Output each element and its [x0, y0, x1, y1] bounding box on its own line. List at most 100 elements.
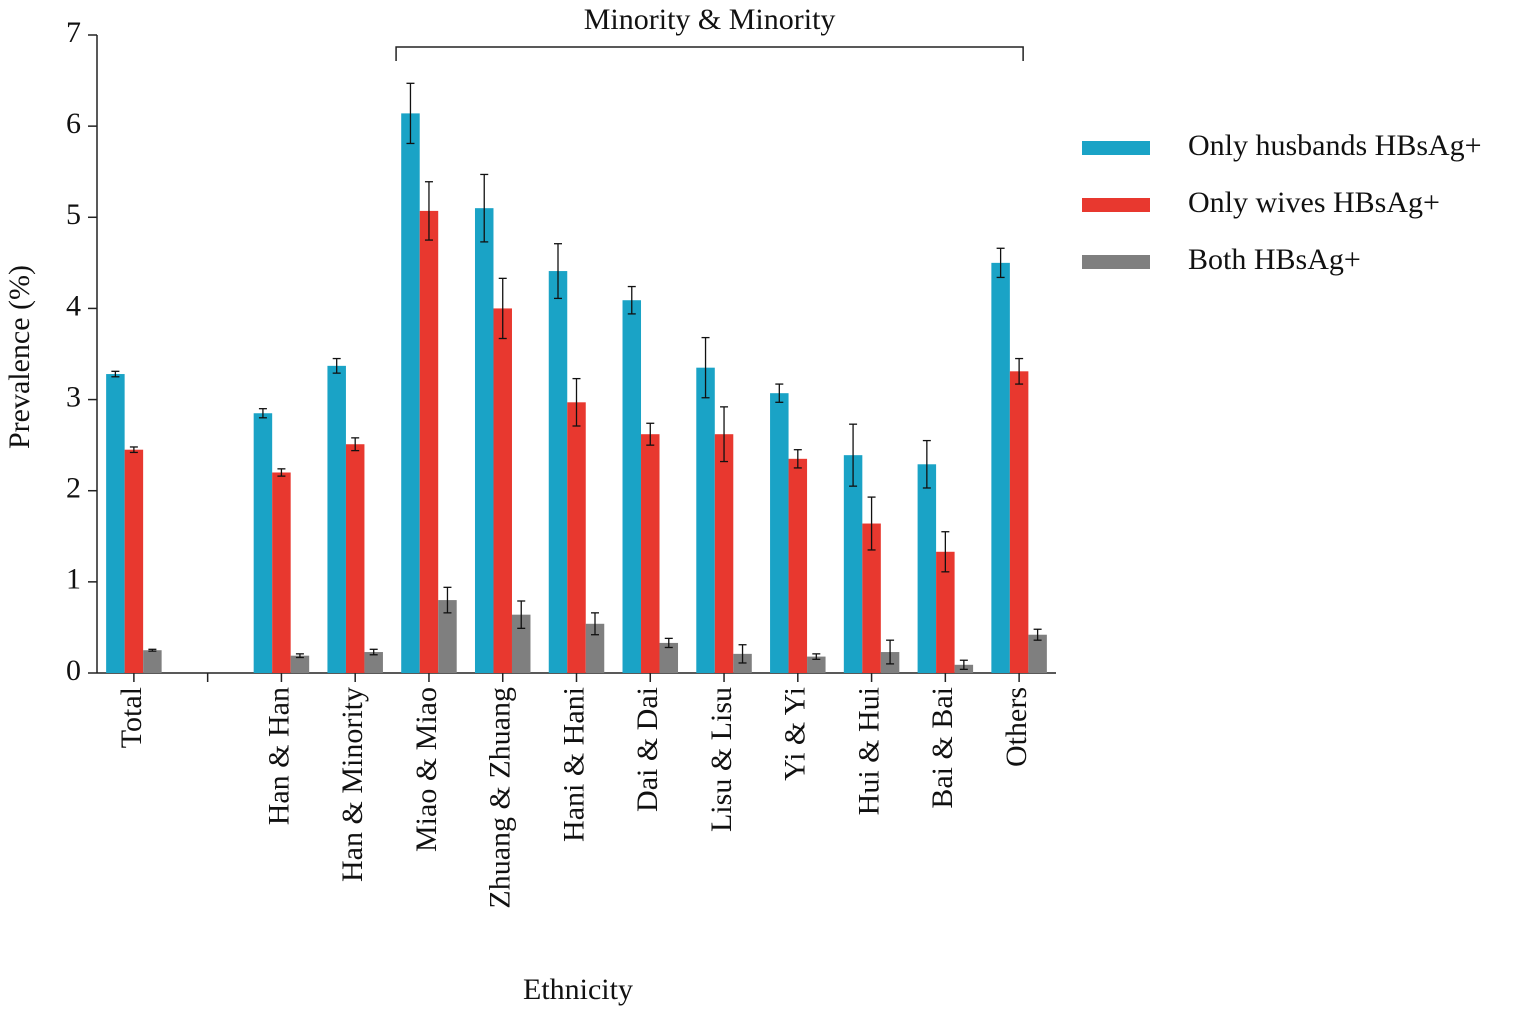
- error-bar: [996, 247, 1005, 279]
- bar: [1009, 371, 1029, 673]
- bar: [641, 434, 660, 673]
- error-bar: [498, 277, 507, 340]
- y-tick-label: 3: [66, 380, 81, 413]
- x-tick-label: Zhuang & Zhuang: [484, 687, 517, 909]
- error-bar: [812, 653, 821, 660]
- bar: [770, 393, 789, 673]
- y-tick-label: 4: [66, 289, 81, 322]
- error-bar: [922, 439, 931, 489]
- y-tick-label: 6: [66, 107, 81, 140]
- bar: [585, 623, 605, 673]
- bar: [843, 455, 863, 673]
- bar: [272, 472, 291, 673]
- bar: [567, 402, 586, 673]
- bar: [659, 642, 679, 673]
- error-bar: [941, 531, 950, 573]
- bar: [290, 655, 310, 673]
- bar: [124, 449, 144, 673]
- bar: [696, 367, 715, 673]
- y-tick-label: 1: [66, 563, 81, 596]
- legend-label: Only husbands HBsAg+: [1188, 129, 1482, 162]
- bar: [548, 271, 568, 673]
- legend-swatch: [1082, 141, 1150, 155]
- x-axis-label: Ethnicity: [523, 973, 633, 1006]
- error-bar: [1015, 357, 1024, 385]
- bar: [991, 262, 1010, 673]
- bar: [714, 434, 734, 673]
- error-bar: [443, 586, 452, 614]
- error-bar: [295, 653, 304, 659]
- x-tick-label: Miao & Miao: [410, 687, 443, 852]
- bar: [345, 444, 365, 673]
- x-tick-label: Others: [1000, 687, 1033, 767]
- y-tick-label: 0: [66, 654, 81, 687]
- x-tick-label: Hui & Hui: [852, 687, 885, 815]
- error-bar: [701, 336, 710, 399]
- bar: [401, 113, 420, 673]
- x-tick-label: Han & Han: [262, 687, 295, 825]
- error-bar: [332, 357, 341, 374]
- error-bar: [148, 648, 157, 652]
- error-bar: [627, 285, 636, 315]
- annotation: Minority & Minority: [584, 3, 836, 36]
- error-bar: [867, 496, 876, 551]
- bracket: [395, 46, 1024, 61]
- error-bar: [351, 437, 360, 452]
- error-bar: [591, 612, 599, 636]
- error-bar: [1033, 628, 1042, 641]
- error-bar: [424, 181, 433, 241]
- bar: [143, 650, 162, 673]
- bar: [807, 656, 826, 673]
- error-bar: [129, 446, 138, 454]
- x-tick-label: Yi & Yi: [779, 687, 812, 781]
- error-bar: [369, 648, 378, 656]
- error-bar: [406, 82, 415, 145]
- bar: [253, 413, 273, 673]
- error-bar: [738, 644, 747, 664]
- y-tick-label: 2: [66, 472, 81, 505]
- bar: [511, 614, 531, 673]
- bar: [862, 523, 881, 673]
- error-bar: [849, 423, 858, 487]
- bar: [327, 365, 346, 673]
- error-bar: [277, 468, 286, 477]
- y-tick-label: 7: [66, 16, 81, 49]
- error-bar: [664, 637, 673, 649]
- error-bar: [111, 370, 120, 378]
- bar: [493, 308, 512, 673]
- x-tick-label: Dai & Dai: [631, 687, 664, 812]
- bar: [1028, 634, 1047, 673]
- x-tick-label: Han & Minority: [336, 687, 369, 882]
- bar: [788, 458, 808, 673]
- legend-label: Both HBsAg+: [1188, 243, 1361, 276]
- error-bar: [793, 449, 802, 469]
- error-bar: [554, 243, 562, 300]
- error-bar: [646, 422, 655, 446]
- error-bar: [886, 639, 895, 665]
- bar: [622, 300, 642, 673]
- x-tick-label: Hani & Hani: [557, 687, 590, 842]
- bar: [106, 374, 125, 673]
- x-tick-label: Bai & Bai: [926, 687, 959, 809]
- bar: [364, 652, 383, 673]
- legend-label: Only wives HBsAg+: [1188, 186, 1440, 219]
- bar: [917, 464, 937, 673]
- bar: [936, 551, 955, 673]
- bar: [419, 210, 439, 674]
- x-tick-label: Total: [115, 687, 148, 748]
- x-tick-label: Lisu & Lisu: [705, 687, 738, 832]
- error-bar: [517, 600, 526, 629]
- y-tick-label: 5: [66, 198, 81, 231]
- bar: [438, 600, 457, 673]
- bar: [474, 208, 494, 673]
- legend-swatch: [1082, 198, 1150, 212]
- error-bar: [959, 659, 968, 671]
- error-bar: [258, 408, 267, 419]
- error-bar: [775, 383, 784, 403]
- error-bar: [480, 173, 489, 243]
- legend-swatch: [1082, 255, 1150, 269]
- y-axis-label: Prevalence (%): [3, 265, 36, 449]
- error-bar: [720, 406, 729, 463]
- error-bar: [572, 377, 581, 427]
